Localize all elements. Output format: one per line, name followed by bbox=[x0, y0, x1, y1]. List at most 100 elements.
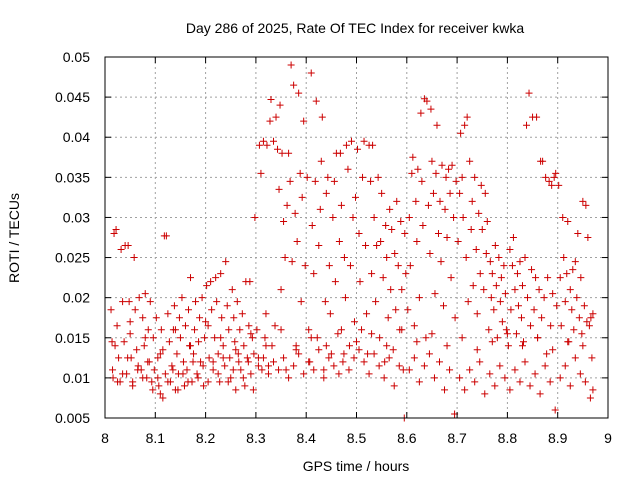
data-point bbox=[401, 229, 409, 237]
data-point bbox=[478, 225, 486, 233]
data-point bbox=[544, 274, 552, 282]
data-point bbox=[388, 225, 396, 233]
data-point bbox=[527, 322, 535, 330]
data-point bbox=[218, 314, 226, 322]
data-point bbox=[315, 242, 323, 250]
data-point bbox=[589, 310, 597, 318]
data-point bbox=[383, 254, 391, 262]
data-point bbox=[330, 362, 338, 370]
data-point bbox=[144, 358, 152, 366]
data-point bbox=[500, 262, 508, 270]
data-point bbox=[205, 354, 213, 362]
data-point bbox=[156, 350, 164, 358]
data-point bbox=[255, 141, 263, 149]
data-point bbox=[402, 270, 410, 278]
data-point bbox=[293, 238, 301, 246]
data-point bbox=[156, 390, 164, 398]
data-point bbox=[214, 370, 222, 378]
data-point bbox=[519, 338, 527, 346]
data-point bbox=[159, 394, 167, 402]
data-point bbox=[571, 258, 579, 266]
data-point bbox=[486, 258, 494, 266]
data-point bbox=[433, 121, 441, 129]
y-tick-label: 0.045 bbox=[55, 89, 90, 105]
data-point bbox=[351, 193, 359, 201]
data-point bbox=[179, 358, 187, 366]
data-point bbox=[535, 286, 543, 294]
y-tick-label: 0.005 bbox=[55, 410, 90, 426]
data-point bbox=[146, 298, 154, 306]
data-point bbox=[546, 378, 554, 386]
data-point bbox=[176, 334, 184, 342]
data-point bbox=[472, 246, 480, 254]
data-point bbox=[119, 298, 127, 306]
data-point bbox=[173, 350, 181, 358]
data-point bbox=[231, 338, 239, 346]
data-point bbox=[415, 294, 423, 302]
data-point bbox=[419, 221, 427, 229]
data-point bbox=[250, 350, 258, 358]
data-point bbox=[412, 197, 420, 205]
data-point bbox=[277, 286, 285, 294]
data-point bbox=[259, 137, 267, 145]
data-point bbox=[305, 326, 313, 334]
data-point bbox=[341, 294, 349, 302]
data-point bbox=[533, 113, 541, 121]
data-point bbox=[548, 181, 556, 189]
data-point bbox=[466, 157, 474, 165]
data-point bbox=[580, 302, 588, 310]
data-point bbox=[354, 145, 362, 153]
data-point bbox=[322, 189, 330, 197]
data-point bbox=[219, 342, 227, 350]
data-point bbox=[154, 374, 162, 382]
data-point bbox=[506, 386, 514, 394]
data-point bbox=[545, 177, 553, 185]
data-point bbox=[203, 282, 211, 290]
data-point bbox=[503, 330, 511, 338]
data-point bbox=[518, 342, 526, 350]
data-point bbox=[262, 310, 270, 318]
data-point bbox=[204, 378, 212, 386]
data-point bbox=[168, 362, 176, 370]
data-point bbox=[365, 370, 373, 378]
data-point bbox=[278, 149, 286, 157]
data-point bbox=[378, 189, 386, 197]
data-point bbox=[452, 177, 460, 185]
data-point bbox=[290, 81, 298, 89]
data-point bbox=[181, 322, 189, 330]
data-point bbox=[303, 173, 311, 181]
data-point bbox=[573, 294, 581, 302]
data-point bbox=[435, 358, 443, 366]
data-point bbox=[368, 270, 376, 278]
data-point bbox=[339, 358, 347, 366]
data-point bbox=[157, 326, 165, 334]
data-point bbox=[461, 386, 469, 394]
data-point bbox=[159, 346, 167, 354]
data-point bbox=[224, 378, 232, 386]
data-point bbox=[320, 366, 328, 374]
data-point bbox=[446, 366, 454, 374]
data-point bbox=[222, 258, 230, 266]
data-point bbox=[268, 342, 276, 350]
data-point bbox=[283, 201, 291, 209]
data-point bbox=[212, 274, 220, 282]
data-point bbox=[482, 250, 490, 258]
data-point bbox=[295, 89, 303, 97]
data-point bbox=[549, 290, 557, 298]
data-point bbox=[496, 298, 504, 306]
data-point bbox=[236, 326, 244, 334]
data-point bbox=[213, 298, 221, 306]
data-point bbox=[124, 354, 132, 362]
data-point bbox=[275, 185, 283, 193]
data-point bbox=[485, 326, 493, 334]
data-point bbox=[405, 366, 413, 374]
data-point bbox=[468, 197, 476, 205]
data-point bbox=[540, 294, 548, 302]
data-point bbox=[480, 286, 488, 294]
data-point bbox=[561, 298, 569, 306]
data-point bbox=[259, 354, 267, 362]
data-point bbox=[349, 213, 357, 221]
x-tick-label: 8.9 bbox=[548, 430, 568, 446]
data-point bbox=[504, 342, 512, 350]
data-point bbox=[296, 169, 304, 177]
